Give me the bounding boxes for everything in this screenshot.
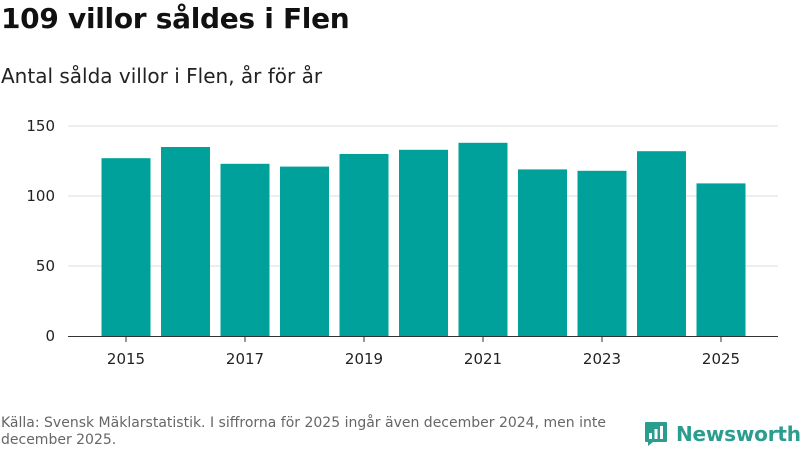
bar-2023 bbox=[577, 170, 627, 336]
bars bbox=[101, 142, 746, 336]
chart-subtitle: Antal sålda villor i Flen, år för år bbox=[1, 64, 323, 88]
x-tick-label-2015: 2015 bbox=[107, 350, 145, 368]
x-tick-label-2025: 2025 bbox=[702, 350, 740, 368]
bar-2019 bbox=[339, 154, 389, 336]
y-tick-label-150: 150 bbox=[26, 117, 55, 135]
y-tick-label-0: 0 bbox=[45, 327, 55, 345]
x-tick-label-2019: 2019 bbox=[345, 350, 383, 368]
bar-2022 bbox=[518, 169, 567, 336]
x-tick-label-2021: 2021 bbox=[464, 350, 502, 368]
bar-2018 bbox=[280, 166, 329, 336]
bar-2016 bbox=[161, 147, 210, 336]
bar-chart-speech-icon bbox=[645, 422, 667, 446]
bar-2015 bbox=[101, 158, 151, 336]
brand-logo: Newsworthy bbox=[644, 419, 800, 449]
y-tick-label-50: 50 bbox=[36, 257, 55, 275]
source-note: Källa: Svensk Mäklarstatistik. I siffror… bbox=[1, 415, 606, 448]
bar-2020 bbox=[399, 149, 448, 336]
bar-2025 bbox=[696, 183, 746, 336]
x-tick-label-2023: 2023 bbox=[583, 350, 621, 368]
bar-chart: 0 50 100 150 2015 2017 2019 2021 2023 2025 bbox=[26, 117, 778, 368]
chart-title: 109 villor såldes i Flen bbox=[1, 2, 350, 35]
bar-2021 bbox=[458, 142, 508, 336]
axes: 0 50 100 150 2015 2017 2019 2021 2023 2025 bbox=[26, 117, 778, 368]
bar-2024 bbox=[637, 151, 686, 336]
brand-name: Newsworthy bbox=[676, 422, 800, 446]
bar-2017 bbox=[220, 163, 270, 336]
y-tick-label-100: 100 bbox=[26, 187, 55, 205]
x-tick-label-2017: 2017 bbox=[226, 350, 264, 368]
